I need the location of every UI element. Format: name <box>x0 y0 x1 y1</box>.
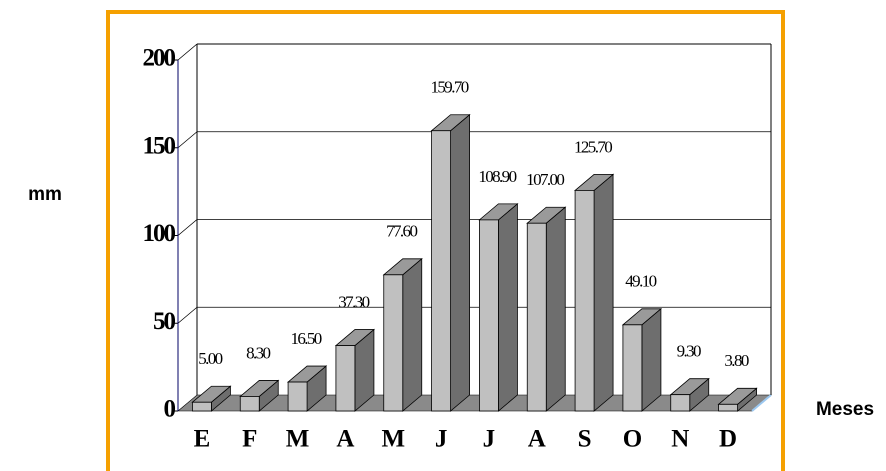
y-tick-label: 50 <box>153 308 176 335</box>
bar-side <box>641 307 662 412</box>
x-tick-label: A <box>336 426 354 453</box>
x-tick-label: E <box>194 426 211 453</box>
bar-side <box>593 173 614 412</box>
bar <box>717 387 758 412</box>
grid-line-side <box>177 306 198 324</box>
grid-line-side <box>177 219 198 236</box>
floor-edge <box>751 394 772 412</box>
bar <box>382 257 423 412</box>
value-label: 5.00 <box>198 349 222 368</box>
bar-front <box>622 324 643 412</box>
value-label: 9.30 <box>677 342 701 361</box>
bar-front <box>526 222 547 412</box>
bar-front <box>431 130 451 412</box>
bar-front <box>574 189 595 412</box>
value-label: 16.50 <box>290 329 321 348</box>
value-label: 3.80 <box>724 351 748 370</box>
bar <box>191 385 232 412</box>
x-tick-label: J <box>435 426 448 453</box>
bar <box>286 365 328 412</box>
x-tick-label: M <box>381 426 405 453</box>
value-label: 8.30 <box>246 343 270 362</box>
grid-line-side <box>177 131 198 149</box>
bar-front <box>287 381 308 412</box>
x-tick-label: M <box>286 426 310 453</box>
value-label: 125.70 <box>574 137 612 156</box>
x-tick-label: A <box>528 426 546 453</box>
x-tick-label: D <box>719 426 737 453</box>
y-tick-label: 150 <box>143 132 176 159</box>
x-tick-label: N <box>671 426 689 453</box>
bar <box>526 206 567 412</box>
bar <box>478 203 519 412</box>
grid-line-side <box>177 43 198 61</box>
bar <box>430 113 471 412</box>
x-tick-label: O <box>623 426 642 453</box>
value-label: 107.00 <box>526 170 564 189</box>
value-label: 159.70 <box>431 78 469 97</box>
value-label: 37.30 <box>338 292 369 311</box>
value-label: 49.10 <box>625 272 656 291</box>
value-label: 77.60 <box>386 222 417 241</box>
bar-front <box>479 219 499 412</box>
bar-front <box>718 403 738 412</box>
x-tick-label: S <box>578 426 592 453</box>
bar-front <box>192 401 212 412</box>
value-label: 108.90 <box>478 167 516 186</box>
y-axis-label: mm <box>28 184 62 205</box>
bar-side <box>402 257 423 412</box>
bar-front <box>239 396 260 412</box>
x-tick-label: J <box>483 426 496 453</box>
bar <box>239 379 280 412</box>
bar <box>573 173 615 412</box>
bar-side <box>450 113 470 412</box>
bar-front <box>383 274 404 412</box>
y-tick-label: 100 <box>143 220 176 247</box>
bar <box>334 328 376 412</box>
bar <box>621 307 663 412</box>
x-axis-label: Meses <box>816 399 874 420</box>
bar-side <box>545 206 566 412</box>
bar-front <box>335 345 356 412</box>
y-tick-label: 200 <box>143 45 176 72</box>
bar-side <box>498 203 518 412</box>
bar-front <box>670 394 691 412</box>
x-tick-label: F <box>242 426 257 453</box>
bar <box>669 377 710 412</box>
y-tick-label: 0 <box>164 396 176 423</box>
